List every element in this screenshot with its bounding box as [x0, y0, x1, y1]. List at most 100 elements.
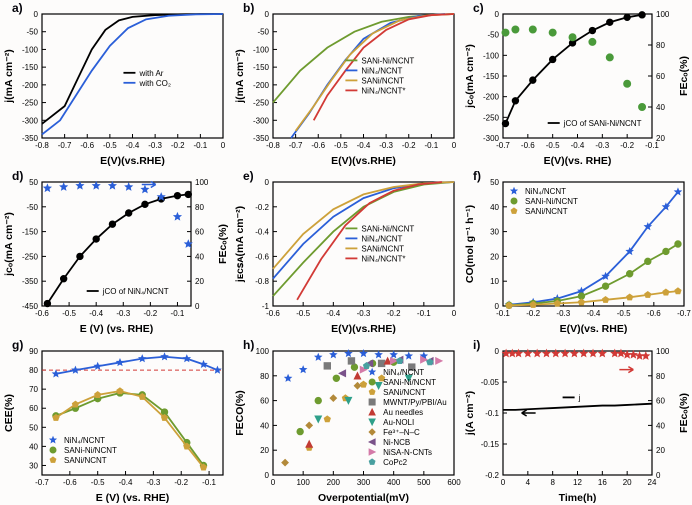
svg-text:-50: -50: [26, 203, 38, 212]
panel-b: -0.8-0.7-0.6-0.5-0.4-0.3-0.2-0.10-350-30…: [231, 0, 462, 168]
svg-text:0: 0: [264, 10, 269, 19]
svg-text:-150: -150: [483, 72, 500, 81]
svg-text:-0.1: -0.1: [171, 309, 185, 318]
svg-text:16: 16: [598, 478, 607, 487]
svg-text:E(V)(vs.RHE): E(V)(vs.RHE): [331, 155, 396, 167]
svg-text:-0.2: -0.2: [621, 141, 635, 150]
chart-grid: -0.8-0.7-0.6-0.5-0.4-0.3-0.2-0.10-350-30…: [0, 0, 692, 505]
svg-text:MWNT/Py/PBI/Au: MWNT/Py/PBI/Au: [383, 398, 447, 407]
svg-text:-0.6: -0.6: [647, 309, 661, 318]
svg-text:NiN₄/NCNT: NiN₄/NCNT: [525, 187, 566, 196]
svg-text:-0.4: -0.4: [255, 228, 269, 237]
svg-text:0: 0: [656, 471, 661, 480]
svg-text:-0.4: -0.4: [126, 141, 140, 150]
svg-text:jᴄₒ(mA cm⁻²): jᴄₒ(mA cm⁻²): [464, 44, 476, 109]
svg-text:40: 40: [656, 421, 665, 430]
svg-text:300: 300: [356, 478, 370, 487]
svg-text:SANi/NCNT: SANi/NCNT: [525, 207, 568, 216]
panel-a: -0.8-0.7-0.6-0.5-0.4-0.3-0.2-0.10-350-30…: [0, 0, 231, 168]
svg-text:-0.5: -0.5: [91, 478, 105, 487]
svg-text:FECO(%): FECO(%): [234, 390, 246, 436]
svg-text:FEᴄₒ(%): FEᴄₒ(%): [678, 393, 690, 433]
svg-text:-0.3: -0.3: [557, 309, 571, 318]
svg-text:20: 20: [490, 253, 499, 262]
svg-text:h): h): [243, 338, 254, 352]
svg-text:-50: -50: [488, 31, 500, 40]
svg-text:j(mA cm⁻²): j(mA cm⁻²): [3, 49, 15, 104]
svg-text:0: 0: [221, 141, 226, 150]
svg-text:8: 8: [551, 478, 556, 487]
svg-text:-50: -50: [26, 28, 38, 37]
svg-text:j: j: [578, 393, 581, 402]
svg-text:SANi/NCNT: SANi/NCNT: [383, 388, 426, 397]
svg-text:-250: -250: [253, 99, 270, 108]
svg-text:80: 80: [195, 203, 204, 212]
svg-text:40: 40: [29, 442, 38, 451]
svg-text:-0.5: -0.5: [296, 309, 310, 318]
svg-text:SANi-Ni/NCNT: SANi-Ni/NCNT: [64, 446, 117, 455]
svg-text:g): g): [12, 338, 23, 352]
svg-text:-150: -150: [22, 63, 39, 72]
svg-text:-200: -200: [253, 81, 270, 90]
svg-text:-0.7: -0.7: [58, 141, 72, 150]
svg-text:-350: -350: [22, 134, 39, 143]
svg-text:40: 40: [260, 421, 269, 430]
svg-text:50: 50: [490, 178, 499, 187]
svg-text:Ni-NCB: Ni-NCB: [383, 438, 410, 447]
svg-text:Fe³⁺–N–C: Fe³⁺–N–C: [383, 428, 420, 437]
svg-text:SANi-Ni/NCNT: SANi-Ni/NCNT: [361, 225, 414, 234]
svg-text:-0.1: -0.1: [486, 409, 500, 418]
svg-text:jᴇᴄꜱᴀ(mA cm⁻²): jᴇᴄꜱᴀ(mA cm⁻²): [234, 206, 246, 283]
svg-text:jCO of SANi-Ni/NCNT: jCO of SANi-Ni/NCNT: [563, 119, 642, 128]
svg-text:-0.1: -0.1: [202, 478, 216, 487]
svg-text:-0.1: -0.1: [417, 309, 431, 318]
svg-text:NiN₄/NCNT: NiN₄/NCNT: [383, 368, 424, 377]
svg-text:90: 90: [29, 347, 38, 356]
svg-text:-0.2: -0.2: [171, 141, 185, 150]
panel-f: -0.7-0.6-0.5-0.4-0.3-0.2-0.101020304050E…: [461, 168, 692, 336]
svg-text:80: 80: [29, 366, 38, 375]
svg-text:-0.6: -0.6: [255, 253, 269, 262]
svg-text:e): e): [243, 169, 254, 183]
svg-text:-150: -150: [22, 228, 39, 237]
svg-text:-300: -300: [483, 134, 500, 143]
svg-text:-0.5: -0.5: [546, 141, 560, 150]
svg-text:-0.5: -0.5: [617, 309, 631, 318]
svg-text:i): i): [473, 338, 480, 352]
svg-text:E (V) (vs. RHE): E (V) (vs. RHE): [96, 492, 170, 504]
svg-text:-0.2: -0.2: [527, 309, 541, 318]
svg-text:100: 100: [296, 478, 310, 487]
svg-text:20: 20: [623, 478, 632, 487]
svg-text:NiN₄/NCNT: NiN₄/NCNT: [361, 66, 402, 75]
svg-text:-100: -100: [483, 51, 500, 60]
svg-text:-0.2: -0.2: [402, 141, 416, 150]
svg-text:20: 20: [656, 446, 665, 455]
svg-text:-0.1: -0.1: [193, 141, 207, 150]
svg-text:-0.5: -0.5: [62, 309, 76, 318]
svg-text:80: 80: [656, 41, 665, 50]
svg-text:-0.6: -0.6: [311, 141, 325, 150]
svg-text:-0.3: -0.3: [146, 478, 160, 487]
svg-text:NiN₄/NCNT*: NiN₄/NCNT*: [361, 86, 405, 95]
svg-text:-350: -350: [253, 134, 270, 143]
svg-text:Overpotential(mV): Overpotential(mV): [318, 492, 409, 504]
svg-text:0: 0: [270, 478, 275, 487]
svg-text:NiN₄/NCNT*: NiN₄/NCNT*: [361, 255, 405, 264]
panel-g: -0.7-0.6-0.5-0.4-0.3-0.2-0.1304050607080…: [0, 337, 231, 505]
svg-text:80: 80: [656, 371, 665, 380]
svg-text:E(V)(vs.RHE): E(V)(vs.RHE): [331, 323, 396, 335]
svg-text:60: 60: [656, 396, 665, 405]
svg-text:-0.4: -0.4: [326, 309, 340, 318]
svg-text:30: 30: [490, 228, 499, 237]
svg-text:-300: -300: [253, 116, 270, 125]
svg-text:j(mA cm⁻²): j(mA cm⁻²): [234, 49, 246, 104]
svg-text:-0.3: -0.3: [379, 141, 393, 150]
svg-text:40: 40: [195, 253, 204, 262]
svg-text:NiN₄/NCNT: NiN₄/NCNT: [64, 436, 105, 445]
svg-text:20: 20: [656, 134, 665, 143]
svg-text:CO(mol g⁻¹ h⁻¹): CO(mol g⁻¹ h⁻¹): [464, 205, 476, 283]
svg-text:-1: -1: [262, 302, 270, 311]
svg-text:100: 100: [656, 10, 670, 19]
svg-text:a): a): [12, 1, 23, 15]
svg-text:30: 30: [29, 461, 38, 470]
